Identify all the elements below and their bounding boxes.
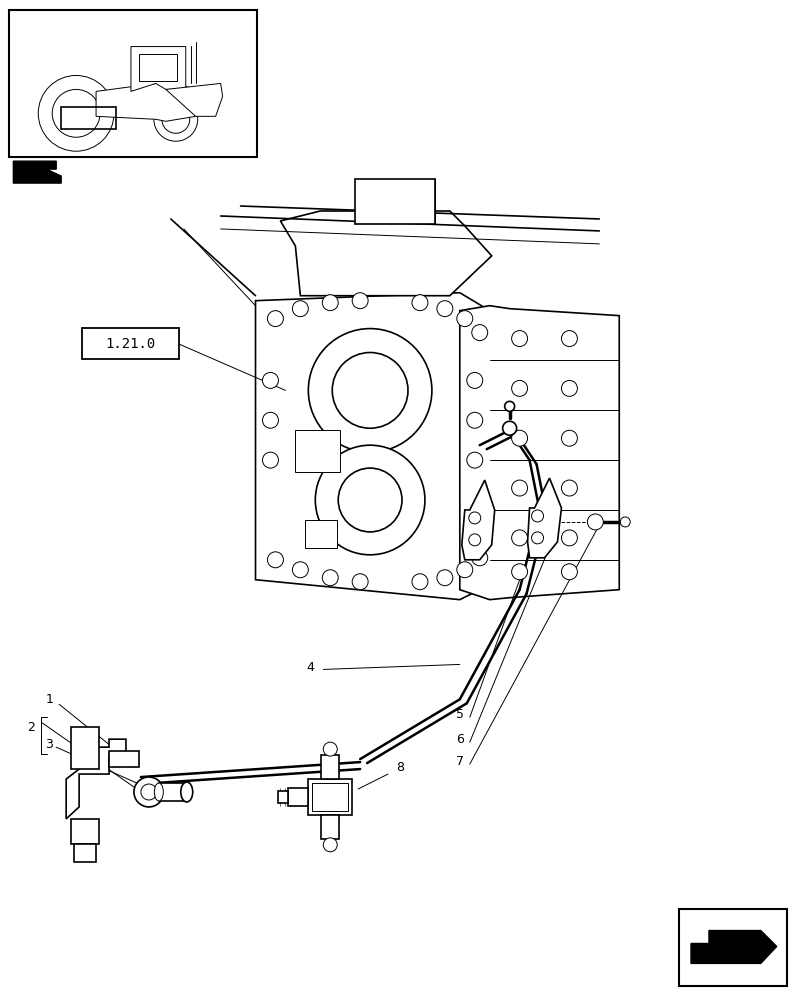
Polygon shape [460,306,619,600]
Text: 8: 8 [396,761,404,774]
Circle shape [263,452,279,468]
Text: 2: 2 [27,721,36,734]
Circle shape [412,574,428,590]
Circle shape [141,784,157,800]
Bar [288,788,309,806]
Bar [109,751,139,767]
Bar [296,430,340,472]
Circle shape [532,532,544,544]
Polygon shape [66,739,126,819]
Circle shape [511,480,528,496]
Polygon shape [691,931,776,963]
Circle shape [267,552,284,568]
Ellipse shape [154,783,163,801]
Circle shape [315,445,425,555]
Bar [322,815,339,839]
Circle shape [562,564,578,580]
Bar [309,779,352,815]
Circle shape [511,564,528,580]
Ellipse shape [181,782,193,802]
Bar [322,755,339,779]
Circle shape [437,301,452,317]
Text: 4: 4 [306,661,314,674]
Polygon shape [255,293,490,600]
Circle shape [472,325,488,341]
Polygon shape [280,211,492,296]
Circle shape [263,372,279,388]
Circle shape [621,517,630,527]
Circle shape [467,412,482,428]
Circle shape [562,530,578,546]
Circle shape [562,331,578,347]
Circle shape [292,301,309,317]
Circle shape [505,401,515,411]
Circle shape [267,311,284,327]
Circle shape [162,105,190,133]
Circle shape [511,430,528,446]
Circle shape [503,421,516,435]
Circle shape [323,742,337,756]
Circle shape [562,380,578,396]
Circle shape [511,380,528,396]
Circle shape [332,353,408,428]
Text: 6: 6 [456,733,464,746]
Bar [139,54,177,81]
Bar [71,727,99,769]
Polygon shape [462,480,494,560]
Text: 1.21.0: 1.21.0 [105,337,155,351]
FancyBboxPatch shape [82,328,179,359]
Circle shape [38,75,114,151]
Circle shape [292,562,309,578]
Circle shape [437,570,452,586]
Circle shape [457,562,473,578]
Circle shape [511,530,528,546]
Circle shape [457,311,473,327]
Circle shape [322,295,339,311]
Circle shape [467,452,482,468]
Circle shape [352,293,368,309]
Polygon shape [96,83,196,121]
Polygon shape [14,161,61,183]
Circle shape [53,89,100,137]
Text: 7: 7 [456,755,464,768]
Bar [313,783,348,811]
Circle shape [134,777,164,807]
Text: 3: 3 [45,738,53,751]
Circle shape [562,430,578,446]
Circle shape [472,550,488,566]
Circle shape [309,329,432,452]
Bar [679,909,787,986]
Text: 1: 1 [45,693,53,706]
Circle shape [469,534,481,546]
Polygon shape [528,478,562,558]
Polygon shape [131,47,186,91]
Circle shape [532,510,544,522]
Circle shape [352,574,368,590]
Circle shape [323,838,337,852]
Bar [305,520,337,548]
Circle shape [562,480,578,496]
Circle shape [469,512,481,524]
Bar [356,179,435,224]
Circle shape [467,372,482,388]
Bar [10,10,256,157]
Text: 5: 5 [456,708,464,721]
Circle shape [412,295,428,311]
Circle shape [339,468,402,532]
Polygon shape [166,83,223,116]
Circle shape [154,97,198,141]
Bar [71,819,99,844]
Bar [74,844,96,862]
Circle shape [511,331,528,347]
Circle shape [322,570,339,586]
Circle shape [263,412,279,428]
Bar [61,107,116,129]
Bar [279,791,288,803]
Circle shape [587,514,604,530]
Bar [159,783,187,801]
